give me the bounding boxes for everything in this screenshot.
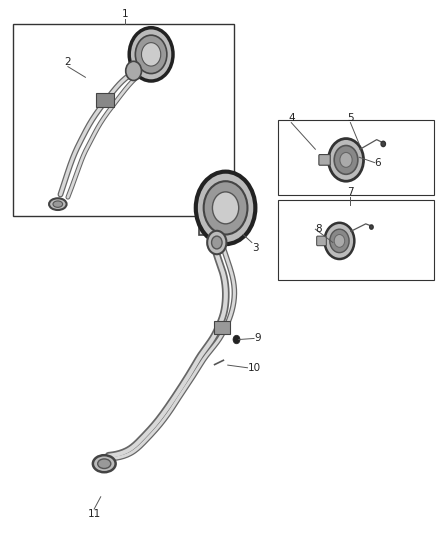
Circle shape	[325, 223, 354, 259]
Circle shape	[334, 235, 345, 247]
Circle shape	[212, 192, 239, 224]
Text: 6: 6	[374, 158, 381, 167]
Text: 11: 11	[88, 509, 101, 519]
Circle shape	[212, 236, 222, 249]
Bar	[13, 24, 234, 216]
Circle shape	[233, 335, 240, 344]
Text: 1: 1	[121, 9, 128, 19]
Text: 9: 9	[254, 334, 261, 343]
Circle shape	[334, 146, 358, 174]
Ellipse shape	[98, 459, 111, 469]
Circle shape	[328, 139, 364, 181]
Ellipse shape	[93, 455, 116, 472]
Bar	[278, 200, 434, 280]
Circle shape	[129, 28, 173, 81]
FancyBboxPatch shape	[319, 155, 330, 165]
Circle shape	[340, 152, 352, 167]
FancyBboxPatch shape	[199, 198, 233, 235]
Text: 5: 5	[347, 112, 354, 123]
FancyBboxPatch shape	[317, 236, 326, 246]
Circle shape	[330, 229, 349, 253]
Text: 8: 8	[315, 224, 322, 234]
Circle shape	[135, 35, 167, 74]
Text: 2: 2	[64, 56, 71, 67]
Circle shape	[196, 172, 255, 244]
Circle shape	[204, 181, 247, 235]
Bar	[278, 120, 434, 195]
Ellipse shape	[53, 201, 63, 207]
Circle shape	[141, 43, 161, 66]
Bar	[214, 321, 230, 334]
Circle shape	[381, 141, 385, 147]
Text: 7: 7	[347, 187, 354, 197]
Text: 10: 10	[247, 363, 261, 373]
Ellipse shape	[49, 198, 67, 210]
Circle shape	[126, 61, 141, 80]
Text: 4: 4	[288, 112, 295, 123]
Bar	[96, 93, 114, 107]
Text: 3: 3	[252, 243, 258, 253]
Circle shape	[207, 231, 226, 254]
Circle shape	[370, 225, 373, 229]
